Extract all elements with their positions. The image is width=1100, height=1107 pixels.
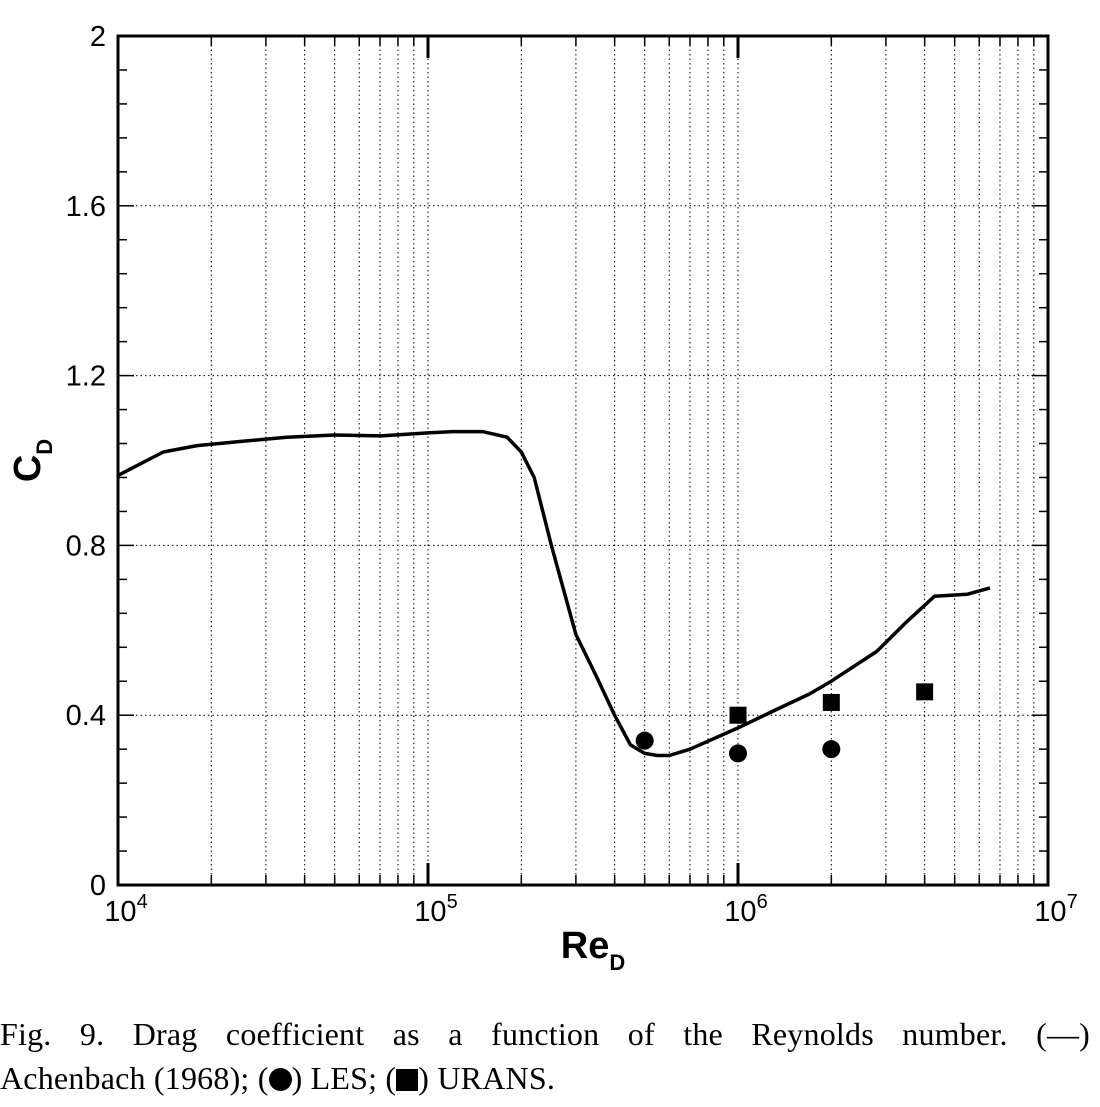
plot-frame — [116, 34, 1050, 887]
caption-text-les: ) LES; ( — [291, 1060, 397, 1096]
y-tick-label: 1.6 — [66, 191, 106, 223]
minor-ticks — [118, 35, 1048, 886]
grid-lines — [118, 36, 1048, 885]
x-tick-label: 107 — [1034, 891, 1077, 928]
caption-line-1: Fig. 9. Drag coefficient as a function o… — [0, 1016, 1090, 1052]
y-tick-label: 0 — [90, 870, 106, 902]
filled-circle-icon — [268, 1068, 292, 1091]
caption-line-2: Achenbach (1968); ( ) LES; ( ) URANS. — [0, 1056, 1090, 1100]
les-point — [635, 731, 654, 750]
drag-coefficient-chart: 0 0.4 0.8 1.2 1.6 2 104 105 106 107 ReD CD — [7, 21, 1078, 975]
y-tick-label: 0.4 — [66, 700, 106, 732]
x-axis-ticks: 104 105 106 107 — [104, 36, 1078, 928]
y-axis-title: CD — [7, 439, 57, 482]
filled-square-icon — [396, 1069, 419, 1091]
urans-point — [822, 693, 840, 711]
urans-point — [916, 683, 934, 701]
x-tick-label: 105 — [414, 891, 457, 928]
figure-caption: Fig. 9. Drag coefficient as a function o… — [0, 1012, 1090, 1100]
y-tick-label: 0.8 — [66, 530, 106, 562]
caption-text-achenbach: Achenbach (1968); ( — [0, 1060, 269, 1096]
les-point — [822, 740, 841, 759]
x-axis-title: ReD — [561, 925, 625, 975]
y-axis-ticks: 0 0.4 0.8 1.2 1.6 2 — [66, 21, 106, 902]
urans-point — [729, 706, 747, 724]
x-tick-label: 104 — [104, 891, 147, 928]
y-tick-label: 2 — [90, 21, 106, 53]
caption-text-urans: ) URANS. — [418, 1060, 556, 1096]
achenbach-line — [117, 429, 991, 758]
y-tick-label: 1.2 — [66, 361, 106, 393]
x-tick-label: 106 — [724, 891, 767, 928]
series-layer — [117, 429, 991, 763]
les-point — [729, 744, 747, 763]
